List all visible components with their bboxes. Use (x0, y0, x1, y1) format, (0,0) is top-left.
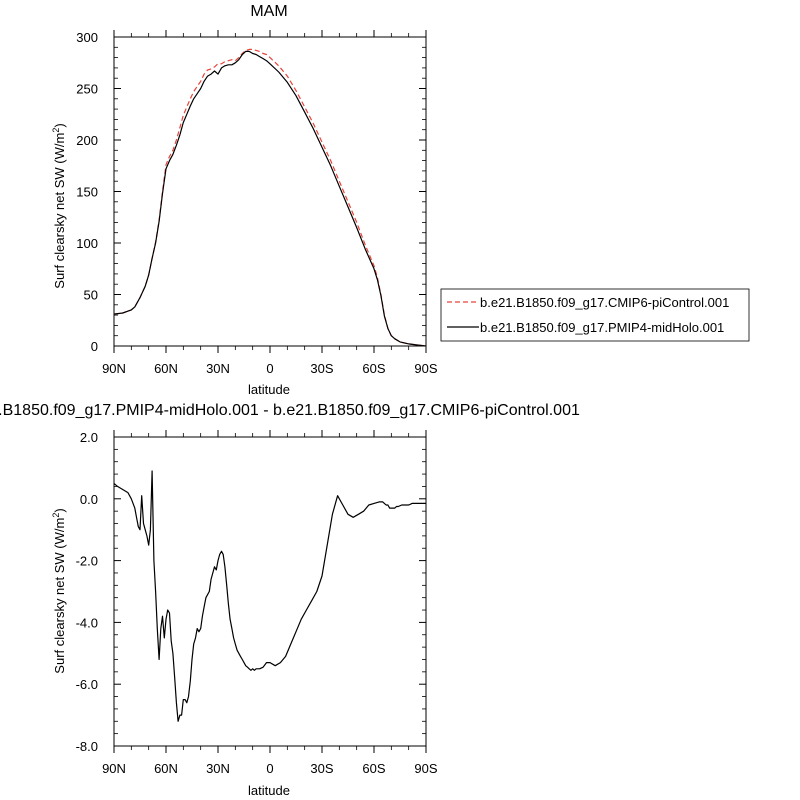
bottom-x-axis-label: latitude (248, 783, 290, 798)
top-chart-title: MAM (250, 3, 287, 20)
legend: b.e21.B1850.f09_g17.CMIP6-piControl.001 … (440, 288, 750, 342)
top-y-axis-label: Surf clearsky net SW (W/m2) (51, 123, 67, 288)
bottom-panel: b.e21.B1850.f09_g17.PMIP4-midHolo.001 - … (0, 402, 580, 798)
top-series-line-0 (113, 48, 427, 347)
legend-box (440, 288, 750, 342)
top-x-axis-label: latitude (248, 382, 290, 397)
top-xtick-label: 90N (102, 361, 126, 376)
top-ytick-label: 100 (76, 236, 98, 251)
bottom-series-line-0 (113, 470, 426, 722)
top-xtick-label: 30N (206, 361, 230, 376)
bottom-xtick-label: 60S (362, 761, 385, 776)
bottom-plot-frame (113, 436, 427, 747)
top-ytick-label: 0 (91, 339, 98, 354)
top-ytick-label: 250 (76, 82, 98, 97)
bottom-xtick-label: 0 (266, 761, 273, 776)
bottom-xtick-label: 30S (310, 761, 333, 776)
bottom-ytick-label: 0.0 (80, 492, 98, 507)
top-plot-frame (113, 36, 427, 347)
top-xtick-label: 60N (154, 361, 178, 376)
bottom-xtick-label: 90N (102, 761, 126, 776)
top-xtick-label: 0 (266, 361, 273, 376)
top-series-line-1 (113, 50, 427, 347)
bottom-chart-title: b.e21.B1850.f09_g17.PMIP4-midHolo.001 - … (0, 402, 580, 419)
top-panel: MAM 0 50 100 150 200 250 300 90N 60N 30N 0 30S 60S 9… (51, 3, 438, 397)
top-xtick-label: 60S (362, 361, 385, 376)
bottom-y-axis-label: Surf clearsky net SW (W/m2) (51, 508, 67, 673)
top-xtick-label: 30S (310, 361, 333, 376)
bottom-ytick-label: -8.0 (76, 739, 98, 754)
top-ytick-label: 150 (76, 185, 98, 200)
top-ytick-label: 50 (84, 288, 98, 303)
legend-label-midholo: b.e21.B1850.f09_g17.PMIP4-midHolo.001 (480, 320, 724, 335)
legend-label-picontrol: b.e21.B1850.f09_g17.CMIP6-piControl.001 (480, 295, 729, 310)
top-xtick-label: 90S (414, 361, 437, 376)
bottom-ytick-label: -2.0 (76, 554, 98, 569)
top-ytick-label: 200 (76, 133, 98, 148)
bottom-ytick-label: 2.0 (80, 430, 98, 445)
bottom-ytick-label: -6.0 (76, 677, 98, 692)
bottom-xtick-label: 60N (154, 761, 178, 776)
bottom-xtick-label: 30N (206, 761, 230, 776)
bottom-xtick-label: 90S (414, 761, 437, 776)
bottom-ytick-label: -4.0 (76, 615, 98, 630)
top-ytick-label: 300 (76, 30, 98, 45)
